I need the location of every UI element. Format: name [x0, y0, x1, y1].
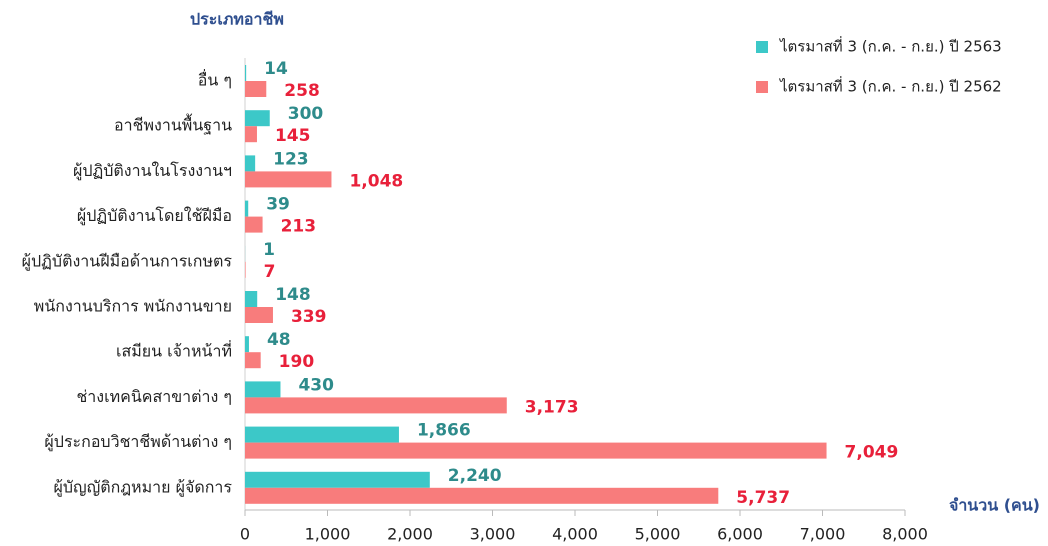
data-label: 48 — [267, 330, 291, 350]
x-tick-label: 4,000 — [552, 525, 598, 544]
data-label: 7,049 — [845, 443, 899, 463]
category-label: ผู้ปฏิบัติงานฝีมือด้านการเกษตร — [22, 251, 233, 271]
data-label: 430 — [298, 375, 334, 395]
x-tick-label: 7,000 — [800, 525, 846, 544]
category-label: ผู้ปฏิบัติงานในโรงงานฯ — [73, 161, 232, 181]
bar — [245, 426, 399, 443]
bar — [245, 126, 257, 143]
bar — [245, 81, 267, 97]
bar — [245, 307, 273, 323]
bar — [245, 336, 249, 353]
bar — [245, 352, 261, 369]
data-label: 3,173 — [525, 397, 579, 417]
category-label: ผู้ประกอบวิชาชีพด้านต่าง ๆ — [44, 432, 232, 452]
bar — [245, 487, 719, 504]
category-label: ช่างเทคนิคสาขาต่าง ๆ — [76, 387, 232, 406]
category-label: พนักงานบริการ พนักงานขาย — [34, 297, 232, 316]
bar — [245, 261, 246, 278]
x-tick-label: 5,000 — [635, 525, 681, 544]
data-label: 300 — [288, 104, 324, 124]
legend-label: ไตรมาสที่ 3 (ก.ค. - ก.ย.) ปี 2563 — [779, 36, 1002, 56]
data-label: 148 — [275, 285, 311, 305]
x-tick-label: 0 — [240, 525, 250, 544]
category-label: อื่น ๆ — [198, 69, 232, 90]
category-label: ผู้ปฏิบัติงานโดยใช้ฝีมือ — [77, 206, 232, 226]
data-label: 14 — [264, 59, 288, 79]
x-tick-label: 3,000 — [470, 525, 516, 544]
data-label: 7 — [264, 262, 276, 282]
data-label: 5,737 — [736, 488, 790, 508]
bar — [245, 200, 249, 217]
data-label: 258 — [284, 81, 320, 101]
bar — [245, 110, 270, 127]
data-label: 190 — [279, 352, 315, 372]
bar — [245, 171, 332, 188]
legend-label: ไตรมาสที่ 3 (ก.ค. - ก.ย.) ปี 2562 — [779, 76, 1002, 96]
data-label: 123 — [273, 149, 309, 169]
x-tick-label: 8,000 — [882, 525, 928, 544]
legend-swatch — [756, 41, 768, 53]
data-label: 1,048 — [349, 171, 403, 191]
data-label: 145 — [275, 126, 311, 146]
bar — [245, 291, 258, 307]
data-label: 2,240 — [448, 466, 502, 486]
legend-swatch — [756, 81, 768, 93]
bar — [245, 397, 507, 414]
data-label: 339 — [291, 307, 327, 327]
data-label: 1,866 — [417, 421, 471, 441]
x-tick-label: 6,000 — [717, 525, 763, 544]
bar — [245, 216, 263, 233]
data-label: 213 — [281, 217, 317, 237]
bar — [245, 381, 281, 398]
data-label: 1 — [263, 240, 275, 260]
y-axis-title: ประเภทอาชีพ — [190, 10, 284, 29]
x-axis-title: จำนวน (คน) — [949, 496, 1040, 515]
bar — [245, 471, 430, 488]
category-label: เสมียน เจ้าหน้าที่ — [116, 340, 232, 361]
category-label: ผู้บัญญัติกฎหมาย ผู้จัดการ — [53, 477, 232, 497]
bar — [245, 65, 247, 81]
x-tick-label: 1,000 — [305, 525, 351, 544]
data-label: 39 — [266, 195, 290, 215]
x-tick-label: 2,000 — [387, 525, 433, 544]
bar — [245, 442, 827, 459]
bar — [245, 155, 256, 172]
category-label: อาชีพงานพื้นฐาน — [114, 114, 232, 135]
